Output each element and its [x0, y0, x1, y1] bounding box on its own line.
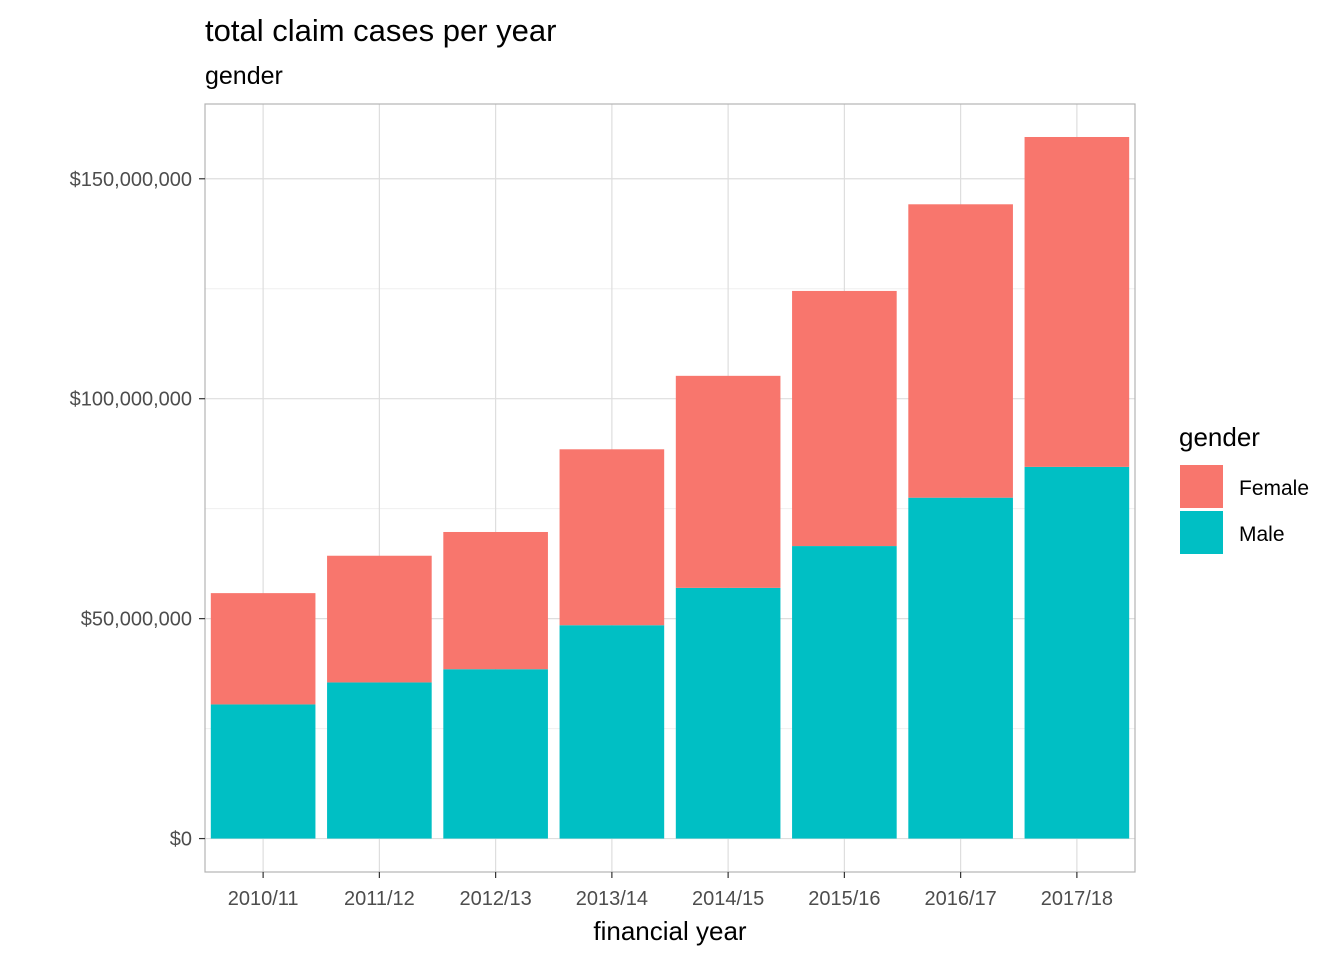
chart-title: total claim cases per year [205, 13, 556, 48]
panel-border [204, 103, 1136, 873]
chart-subtitle: gender [205, 62, 283, 90]
legend-items: Female Male [1180, 465, 1309, 554]
x-tick-label: 2012/13 [459, 888, 531, 910]
bar-male-2017-18 [1024, 466, 1130, 839]
bars [210, 136, 1130, 839]
bar-male-2012-13 [443, 669, 548, 839]
bar-male-2015-16 [792, 546, 897, 839]
y-tick-label: $50,000,000 [81, 609, 192, 631]
bar-female-2015-16 [792, 290, 897, 547]
bar-female-2013-14 [559, 449, 665, 626]
legend-title: gender [1179, 422, 1260, 452]
x-tick-label: 2015/16 [808, 888, 880, 910]
legend-label-female: Female [1239, 477, 1309, 500]
bar-female-2010-11 [210, 593, 316, 705]
bar-male-2014-15 [675, 587, 781, 839]
y-tick-label: $0 [170, 829, 192, 851]
y-tick-label: $100,000,000 [70, 389, 192, 411]
legend-swatch-male [1180, 511, 1223, 554]
bar-male-2016-17 [908, 497, 1013, 839]
legend: gender Female Male [1179, 422, 1309, 554]
bar-female-2011-12 [327, 555, 432, 683]
bar-male-2013-14 [559, 625, 665, 839]
legend-swatch-female [1180, 465, 1223, 508]
x-tick-label: 2010/11 [228, 888, 299, 910]
x-tick-label: 2013/14 [576, 888, 648, 910]
x-tick-label: 2011/12 [344, 888, 415, 910]
y-tick-label: $150,000,000 [70, 169, 192, 191]
bar-female-2014-15 [675, 375, 781, 588]
bar-male-2011-12 [327, 682, 432, 839]
x-tick-label: 2017/18 [1041, 888, 1113, 910]
bar-male-2010-11 [210, 704, 316, 839]
x-tick-label: 2016/17 [924, 888, 996, 910]
bar-female-2017-18 [1024, 136, 1130, 467]
x-axis-title: financial year [593, 916, 747, 946]
legend-label-male: Male [1239, 523, 1285, 546]
x-tick-label: 2014/15 [692, 888, 764, 910]
axes: $0 $50,000,000 $100,000,000 $150,000,000 201… [70, 169, 1113, 910]
bar-female-2016-17 [908, 204, 1013, 498]
bar-female-2012-13 [443, 531, 548, 670]
